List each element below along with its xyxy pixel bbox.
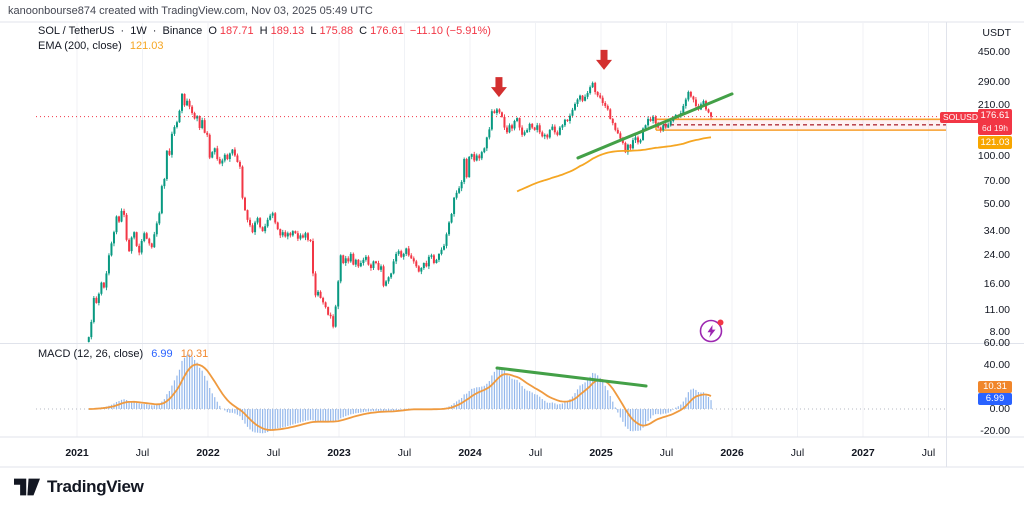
logo-text: TradingView	[47, 477, 144, 496]
separator: ·	[152, 25, 157, 37]
price-axis[interactable]: USDT	[946, 22, 1024, 467]
time-tick-label: Jul	[659, 447, 674, 459]
interval-label[interactable]: 1W	[130, 25, 147, 37]
time-tick-label: 2027	[851, 447, 875, 459]
gridlines	[76, 23, 929, 437]
change-value: −11.10 (−5.91%)	[409, 25, 491, 37]
price-axis-unit: USDT	[982, 27, 1011, 39]
pane-dividers	[0, 21, 1024, 468]
axis-tick-label: 24.00	[983, 249, 1010, 262]
macd-signal-badge: 10.31	[978, 381, 1012, 393]
macd-line-badge: 6.99	[978, 393, 1012, 405]
macd-signal-value: 10.31	[180, 348, 209, 360]
ema-line	[516, 136, 712, 193]
axis-tick-label: 11.00	[984, 303, 1011, 316]
open-value: 187.71	[219, 25, 254, 37]
ema-legend: EMA (200, close) 121.03	[38, 40, 163, 52]
axis-tick-label: 8.00	[989, 325, 1010, 338]
close-value: 176.61	[370, 25, 404, 37]
tradingview-mark	[14, 478, 40, 496]
exchange-label: Binance	[162, 25, 203, 37]
macd-title[interactable]: MACD (12, 26, close)	[38, 348, 144, 360]
bearish-arrow-annotation[interactable]	[596, 49, 613, 70]
candlestick-series	[87, 81, 713, 343]
macd-line-value: 6.99	[151, 348, 173, 360]
ema-price-badge: 121.03	[978, 136, 1012, 149]
axis-tick-label: 40.00	[983, 359, 1010, 371]
price-pane	[36, 49, 946, 343]
high-letter: H	[259, 25, 268, 37]
symbol-title[interactable]: SOL / TetherUS	[38, 25, 115, 37]
low-value: 175.88	[319, 25, 354, 37]
macd-histogram	[90, 354, 712, 434]
time-tick-label: 2021	[65, 447, 89, 459]
price-trendline[interactable]	[576, 92, 734, 160]
low-letter: L	[310, 25, 317, 37]
axis-tick-label: 70.00	[983, 174, 1010, 187]
close-letter: C	[359, 25, 368, 37]
axis-tick-label: 34.00	[983, 225, 1010, 238]
axis-tick-label: 100.00	[977, 150, 1010, 163]
time-tick-label: Jul	[135, 447, 150, 459]
flash-events-icon[interactable]	[698, 317, 726, 345]
bar-countdown: 6d 19h	[982, 123, 1008, 133]
axis-tick-label: -20.00	[980, 425, 1010, 437]
axis-tick-label: 290.00	[977, 76, 1010, 89]
axis-tick-label: 450.00	[977, 45, 1010, 58]
time-tick-label: Jul	[266, 447, 281, 459]
attribution-text: kanoonbourse874 created with TradingView…	[8, 5, 373, 17]
time-tick-label: 2024	[458, 447, 482, 459]
open-letter: O	[208, 25, 217, 37]
axis-tick-label: 16.00	[983, 277, 1010, 290]
axis-labels: 450.00 290.00 210.00 100.00 70.00 50.00 34.00 2…	[946, 0, 1024, 467]
macd-pane	[36, 354, 946, 434]
time-tick-label: Jul	[921, 447, 936, 459]
time-tick-label: 2025	[589, 447, 613, 459]
axis-tick-label: 50.00	[983, 198, 1010, 211]
ema-value: 121.03	[129, 40, 164, 52]
separator: ·	[120, 25, 125, 37]
macd-indicator-legend: MACD (12, 26, close) 6.99 10.31	[38, 348, 208, 360]
time-tick-label: 2026	[720, 447, 744, 459]
time-tick-label: Jul	[397, 447, 412, 459]
ema-title[interactable]: EMA (200, close)	[38, 40, 122, 52]
axis-tick-label: 0.00	[989, 403, 1010, 415]
bearish-arrow-annotation[interactable]	[490, 77, 507, 98]
last-price-badge: 176.61 6d 19h	[978, 109, 1012, 135]
symbol-flag-chip: SOLUSDT	[940, 112, 987, 123]
macd-divergence-trendline[interactable]	[495, 366, 648, 388]
time-tick-label: Jul	[790, 447, 805, 459]
high-value: 189.13	[270, 25, 305, 37]
supply-zone-rectangle[interactable]	[655, 118, 946, 131]
time-tick-label: 2023	[327, 447, 351, 459]
tradingview-logo[interactable]: TradingView	[14, 476, 144, 498]
axis-tick-label: 60.00	[983, 337, 1010, 349]
time-tick-label: 2022	[196, 447, 220, 459]
last-price-value: 176.61	[980, 110, 1010, 121]
axis-tick-label: 210.00	[977, 98, 1010, 111]
time-tick-label: Jul	[528, 447, 543, 459]
